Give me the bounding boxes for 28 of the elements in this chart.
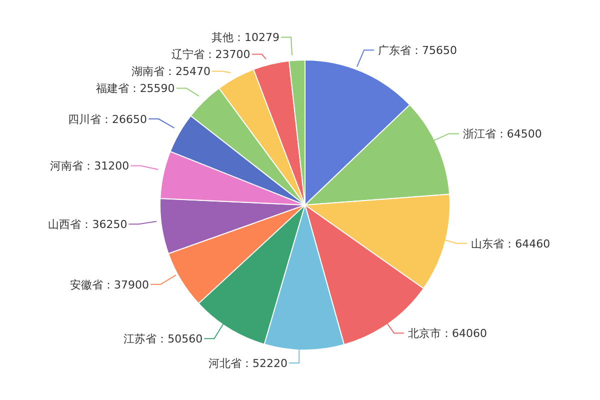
slice-label: 山西省: [48, 218, 82, 232]
data-label: ：75650: [411, 44, 458, 58]
slice-label: 辽宁省: [171, 48, 204, 62]
slice-label: 河北省: [208, 356, 242, 370]
slice-label: 浙江省: [462, 128, 496, 141]
slice-label: 山东省: [471, 237, 504, 250]
data-label: ：25590: [128, 82, 175, 96]
data-label: ：52220: [242, 356, 288, 370]
slice-label: 江苏省: [124, 332, 157, 346]
slice-label: 四川省: [68, 112, 102, 126]
slice-label: 安徽省: [70, 278, 103, 292]
slice-label: 其他: [212, 31, 234, 44]
data-label: ：50560: [156, 332, 203, 346]
data-label: ：26650: [101, 112, 148, 126]
data-label: ：25470: [164, 65, 210, 78]
slice-label: 北京市: [408, 327, 442, 340]
data-label: ：36250: [81, 218, 128, 232]
data-label: ：10279: [234, 31, 280, 44]
data-label: ：37900: [102, 278, 149, 292]
slice-label: 广东省: [378, 44, 412, 58]
data-label: ：64500: [496, 128, 542, 141]
slice-label: 河南省: [50, 160, 84, 173]
data-label: ：31200: [83, 160, 130, 173]
slice-label: 福建省: [96, 82, 129, 96]
slice-label: 湖南省: [131, 65, 164, 78]
data-label: ：23700: [204, 48, 250, 62]
data-label: ：64460: [504, 237, 550, 250]
data-label: ：64060: [441, 327, 488, 340]
